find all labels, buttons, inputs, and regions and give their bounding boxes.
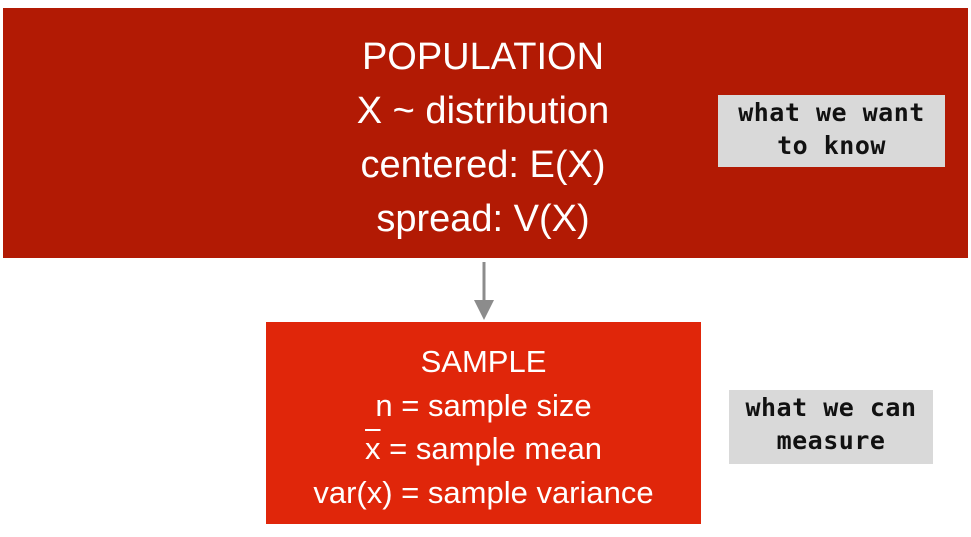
population-spread: spread: V(X) <box>376 198 590 240</box>
want-line-2: to know <box>777 131 886 160</box>
sample-mean-text: = sample mean <box>380 431 602 466</box>
want-to-know-label: what we want to know <box>718 95 945 167</box>
measure-line-1: what we can <box>745 393 917 422</box>
measure-line-2: measure <box>776 426 886 455</box>
want-line-1: what we want <box>738 98 925 127</box>
xbar-symbol: x <box>365 431 381 466</box>
sample-size-line: n = sample size <box>375 387 592 423</box>
sample-mean-line: x = sample mean <box>266 427 701 471</box>
population-title: POPULATION <box>361 36 605 78</box>
can-measure-label: what we can measure <box>729 390 933 464</box>
population-center: centered: E(X) <box>360 144 606 186</box>
down-arrow-icon <box>474 262 494 320</box>
population-distribution: X ~ distribution <box>356 90 610 132</box>
sample-variance-line: var(x) = sample variance <box>313 474 654 510</box>
sample-box: SAMPLE n = sample size x = sample mean v… <box>266 322 701 524</box>
sample-title: SAMPLE <box>420 344 547 379</box>
